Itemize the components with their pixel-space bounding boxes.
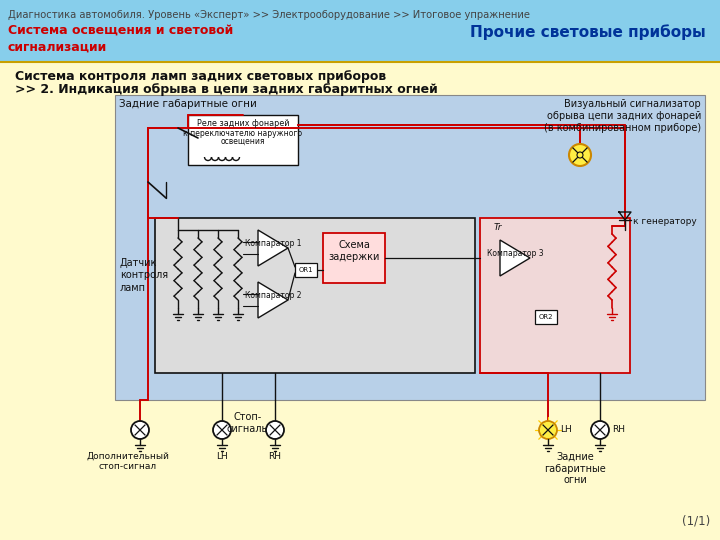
Polygon shape	[258, 230, 288, 266]
Text: к переключателю наружного: к переключателю наружного	[184, 129, 302, 138]
Text: Система освещения и световой
сигнализации: Система освещения и световой сигнализаци…	[8, 24, 233, 53]
Text: (1/1): (1/1)	[682, 515, 710, 528]
Text: Датчик
контроля
ламп: Датчик контроля ламп	[120, 258, 168, 293]
Bar	[115, 95, 705, 400]
Text: Компаратор 3: Компаратор 3	[487, 249, 544, 258]
Text: Реле задних фонарей: Реле задних фонарей	[197, 119, 289, 128]
Text: Стоп-
сигналы: Стоп- сигналы	[226, 412, 269, 434]
Circle shape	[591, 421, 609, 439]
Bar	[0, 62, 720, 540]
Text: >> 2. Индикация обрыва в цепи задних габаритных огней: >> 2. Индикация обрыва в цепи задних габ…	[15, 83, 438, 96]
Text: Схема
задержки: Схема задержки	[328, 240, 379, 262]
Bar	[295, 263, 317, 277]
Text: Прочие световые приборы: Прочие световые приборы	[470, 24, 706, 40]
Text: OR2: OR2	[539, 314, 553, 320]
Text: LH: LH	[560, 426, 572, 435]
Bar	[0, 0, 720, 62]
Text: OR1: OR1	[299, 267, 313, 273]
Text: Система контроля ламп задних световых приборов: Система контроля ламп задних световых пр…	[15, 70, 386, 83]
Text: освещения: освещения	[221, 137, 265, 146]
Bar	[155, 218, 475, 373]
Circle shape	[539, 421, 557, 439]
Text: RH: RH	[612, 426, 625, 435]
Text: RH: RH	[269, 452, 282, 461]
Bar	[480, 218, 630, 373]
Bar	[323, 233, 385, 283]
Text: Задние габаритные огни: Задние габаритные огни	[119, 99, 257, 109]
Text: Tr: Tr	[494, 223, 503, 232]
Bar	[535, 310, 557, 324]
Circle shape	[577, 152, 583, 158]
Text: к генератору: к генератору	[633, 218, 697, 226]
Text: Компаратор 2: Компаратор 2	[245, 291, 301, 300]
Polygon shape	[500, 240, 530, 276]
Text: Визуальный сигнализатор
обрыва цепи задних фонарей
(в комбинированном приборе): Визуальный сигнализатор обрыва цепи задн…	[544, 99, 701, 133]
Circle shape	[213, 421, 231, 439]
Bar	[188, 115, 298, 165]
Text: Дополнительный
стоп-сигнал: Дополнительный стоп-сигнал	[86, 452, 169, 471]
Circle shape	[131, 421, 149, 439]
Text: Задние
габаритные
огни: Задние габаритные огни	[544, 452, 606, 485]
Circle shape	[266, 421, 284, 439]
Polygon shape	[258, 282, 288, 318]
Circle shape	[569, 144, 591, 166]
Text: LH: LH	[216, 452, 228, 461]
Text: Компаратор 1: Компаратор 1	[245, 239, 301, 248]
Text: Диагностика автомобиля. Уровень «Эксперт» >> Электрооборудование >> Итоговое упр: Диагностика автомобиля. Уровень «Эксперт…	[8, 10, 530, 20]
